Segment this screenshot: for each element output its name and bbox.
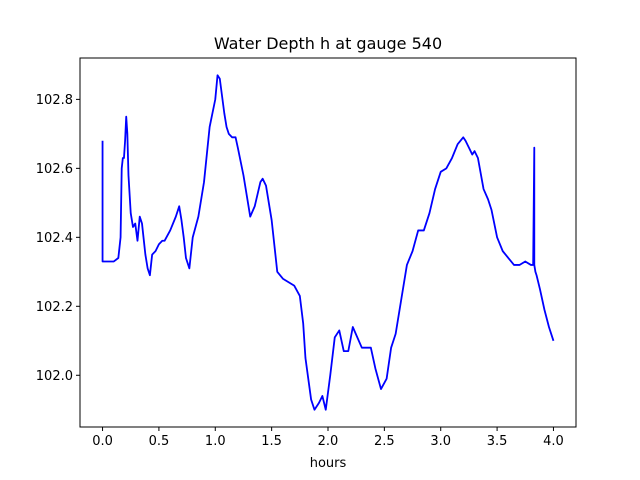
- x-tick-label: 1.0: [205, 434, 226, 449]
- y-tick-label: 102.4: [36, 231, 73, 246]
- x-tick-label: 0.5: [149, 434, 170, 449]
- plot-frame: [79, 57, 577, 428]
- series-line: [101, 74, 555, 411]
- chart-title: Water Depth h at gauge 540: [214, 34, 442, 53]
- x-tick-label: 3.5: [487, 434, 508, 449]
- y-tick-label: 102.0: [36, 369, 73, 384]
- x-tick-label: 2.0: [318, 434, 339, 449]
- x-tick-label: 4.0: [543, 434, 564, 449]
- x-tick-label: 1.5: [261, 434, 282, 449]
- x-tick-label: 0.0: [92, 434, 113, 449]
- x-tick-label: 2.5: [374, 434, 395, 449]
- y-tick-label: 102.6: [36, 162, 73, 177]
- y-tick-label: 102.2: [36, 300, 73, 315]
- y-tick-label: 102.8: [36, 93, 73, 108]
- x-axis-label: hours: [310, 456, 347, 471]
- x-axis: 0.0 0.5 1.0 1.5 2.0 2.5 3.0 3.5 4.0: [92, 427, 564, 449]
- y-axis: 102.0 102.2 102.4 102.6 102.8: [36, 93, 80, 384]
- x-tick-label: 3.0: [430, 434, 451, 449]
